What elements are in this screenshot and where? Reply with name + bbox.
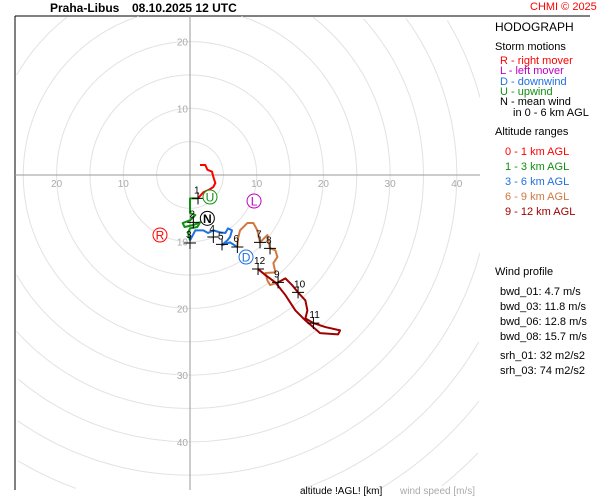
y-tick-label: 20 bbox=[177, 38, 189, 49]
height-marker-label: 9 bbox=[274, 269, 280, 280]
height-marker-label: 3 bbox=[186, 230, 192, 241]
height-marker-cross bbox=[292, 286, 305, 299]
storm-motion-label: L bbox=[251, 195, 258, 209]
x-tick-label: 20 bbox=[51, 179, 63, 190]
y-tick-label: 10 bbox=[177, 238, 189, 249]
altitude-axis-label: altitude !AGL! [km] bbox=[300, 486, 383, 497]
height-marker-label: 7 bbox=[256, 229, 262, 240]
height-marker-cross bbox=[216, 238, 229, 251]
speed-ring bbox=[18, 17, 458, 443]
storm-motion-marker bbox=[246, 193, 262, 209]
altitude-legend-item: 0 - 1 km AGL bbox=[505, 146, 570, 158]
altitude-legend-item: 9 - 12 km AGL bbox=[505, 206, 576, 218]
x-tick-label: 20 bbox=[318, 179, 330, 190]
station-title: Praha-Libus bbox=[50, 1, 120, 15]
x-tick-label: 10 bbox=[118, 179, 130, 190]
height-marker-cross bbox=[264, 242, 277, 255]
storm-motion-label: R bbox=[156, 229, 165, 243]
datetime-title: 08.10.2025 12 UTC bbox=[132, 1, 237, 15]
storm-motion-marker bbox=[199, 210, 215, 226]
height-marker-label: 8 bbox=[266, 235, 272, 246]
legend-title: HODOGRAPH bbox=[495, 20, 574, 34]
height-marker-label: 1 bbox=[194, 185, 200, 196]
altitude-ranges-title: Altitude ranges bbox=[495, 126, 569, 138]
height-marker-label: 4 bbox=[209, 224, 215, 235]
x-tick-label: 10 bbox=[251, 179, 263, 190]
storm-legend-item: U - upwind bbox=[500, 85, 553, 98]
copyright: CHMI © 2025 bbox=[530, 1, 597, 13]
storm-motion-marker bbox=[152, 227, 168, 243]
y-tick-label: 30 bbox=[177, 371, 189, 382]
speed-ring bbox=[22, 15, 358, 343]
altitude-legend-item: 3 - 6 km AGL bbox=[505, 176, 570, 188]
storm-motion-marker bbox=[202, 189, 218, 205]
storm-motion-marker bbox=[238, 249, 254, 265]
storm-motion-label: U bbox=[206, 191, 215, 205]
storm-motion-label: N bbox=[203, 212, 212, 226]
wind-profile-item: bwd_06: 12.8 m/s bbox=[500, 316, 587, 328]
x-tick-label: 40 bbox=[451, 179, 463, 190]
speed-ring bbox=[378, 400, 480, 490]
altitude-legend-item: 6 - 9 km AGL bbox=[505, 191, 570, 203]
height-marker-label: 12 bbox=[254, 256, 266, 267]
storm-motion-label: D bbox=[242, 251, 251, 265]
height-marker-label: 10 bbox=[294, 279, 306, 290]
height-marker-cross bbox=[231, 241, 244, 254]
height-marker-label: 2 bbox=[189, 209, 195, 220]
height-marker-cross bbox=[252, 263, 265, 276]
hodograph-segment-1 bbox=[181, 197, 202, 241]
height-marker-cross bbox=[184, 237, 196, 250]
height-marker-label: 11 bbox=[309, 310, 320, 321]
speed-ring bbox=[16, 16, 391, 376]
y-tick-label: 40 bbox=[177, 438, 189, 449]
y-tick-label: 20 bbox=[177, 304, 189, 315]
storm-legend-item: R - right mover bbox=[500, 55, 573, 67]
speed-ring bbox=[16, 18, 424, 409]
storm-legend-item: in 0 - 6 km AGL bbox=[513, 106, 589, 119]
wind-profile-item: srh_01: 32 m2/s2 bbox=[500, 350, 585, 362]
x-tick-label: 30 bbox=[385, 179, 397, 190]
speed-ring bbox=[17, 341, 480, 489]
wind-profile-item: bwd_03: 11.8 m/s bbox=[500, 301, 587, 313]
wind-profile-item: srh_03: 74 m2/s2 bbox=[500, 365, 585, 377]
wind-profile-title: Wind profile bbox=[495, 266, 554, 278]
wind-speed-axis-label: wind speed [m/s] bbox=[400, 486, 476, 497]
storm-legend-item: L - left mover bbox=[500, 65, 564, 78]
wind-profile-item: bwd_08: 15.7 m/s bbox=[500, 331, 587, 343]
height-marker-cross bbox=[207, 231, 220, 244]
height-marker-label: 6 bbox=[233, 234, 239, 245]
height-marker-cross bbox=[272, 276, 285, 289]
altitude-legend-item: 1 - 3 km AGL bbox=[505, 161, 570, 173]
height-marker-cross bbox=[187, 216, 200, 229]
height-marker-cross bbox=[254, 236, 267, 249]
speed-ring bbox=[441, 452, 479, 487]
y-tick-label: 10 bbox=[177, 104, 189, 115]
storm-legend-item: N - mean wind bbox=[500, 96, 571, 109]
speed-ring bbox=[17, 20, 481, 476]
height-marker-cross bbox=[192, 192, 205, 205]
storm-legend-item: D - downwind bbox=[500, 75, 567, 88]
storm-motions-title: Storm motions bbox=[495, 41, 566, 53]
height-marker-cross bbox=[307, 317, 320, 330]
height-marker-label: 5 bbox=[218, 231, 224, 242]
hodograph-segment-4 bbox=[257, 268, 342, 336]
wind-profile-item: bwd_01: 4.7 m/s bbox=[500, 286, 581, 298]
